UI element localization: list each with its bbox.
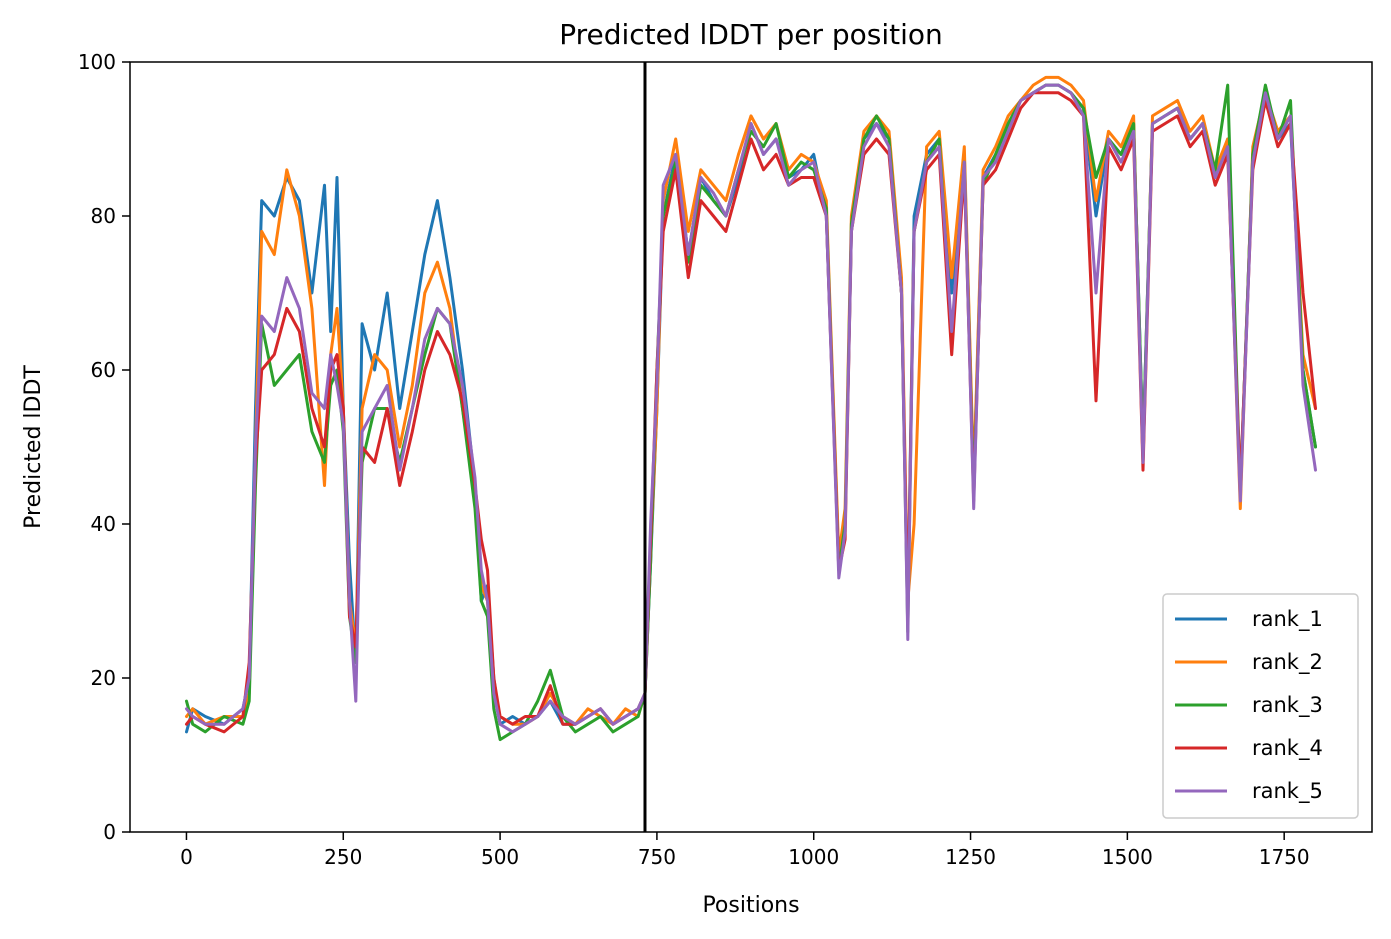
y-axis: 0 20 40 60 80 100: [78, 50, 130, 844]
x-tick-label: 0: [180, 845, 193, 869]
series-group: [185, 75, 1317, 742]
legend-label-rank-1: rank_1: [1252, 607, 1323, 632]
x-tick-label: 1750: [1259, 845, 1310, 869]
plot-frame: [129, 61, 1373, 833]
x-tick-label: 250: [324, 845, 362, 869]
legend-label-rank-2: rank_2: [1252, 650, 1323, 675]
y-tick-label: 0: [103, 820, 116, 844]
legend-box: [1162, 593, 1359, 819]
x-tick-label: 1000: [788, 845, 839, 869]
legend-label-rank-4: rank_4: [1252, 736, 1323, 761]
x-tick-label: 1250: [945, 845, 996, 869]
legend-items: rank_1 rank_2 rank_3 rank_4 rank_5: [1175, 607, 1323, 804]
y-tick-label: 20: [91, 666, 116, 690]
x-tick-label: 500: [481, 845, 519, 869]
y-tick-label: 40: [91, 512, 116, 536]
x-tick-label: 750: [638, 845, 676, 869]
x-axis: 0 250 500 750 1000 1250 1500 1750: [180, 832, 1310, 869]
legend-label-rank-3: rank_3: [1252, 693, 1323, 718]
y-axis-label: Predicted lDDT: [21, 365, 46, 529]
series-line-rank-4: [185, 91, 1317, 734]
x-axis-label: Positions: [702, 893, 799, 918]
y-tick-label: 60: [91, 358, 116, 382]
y-tick-label: 80: [91, 204, 116, 228]
x-tick-label: 1500: [1102, 845, 1153, 869]
legend-label-rank-5: rank_5: [1252, 779, 1323, 804]
series-line-rank-5: [185, 83, 1317, 734]
y-tick-label: 100: [78, 50, 116, 74]
legend: rank_1 rank_2 rank_3 rank_4 rank_5: [1162, 593, 1359, 819]
plot-area: [129, 61, 1373, 833]
chart-title: Predicted lDDT per position: [559, 18, 943, 51]
